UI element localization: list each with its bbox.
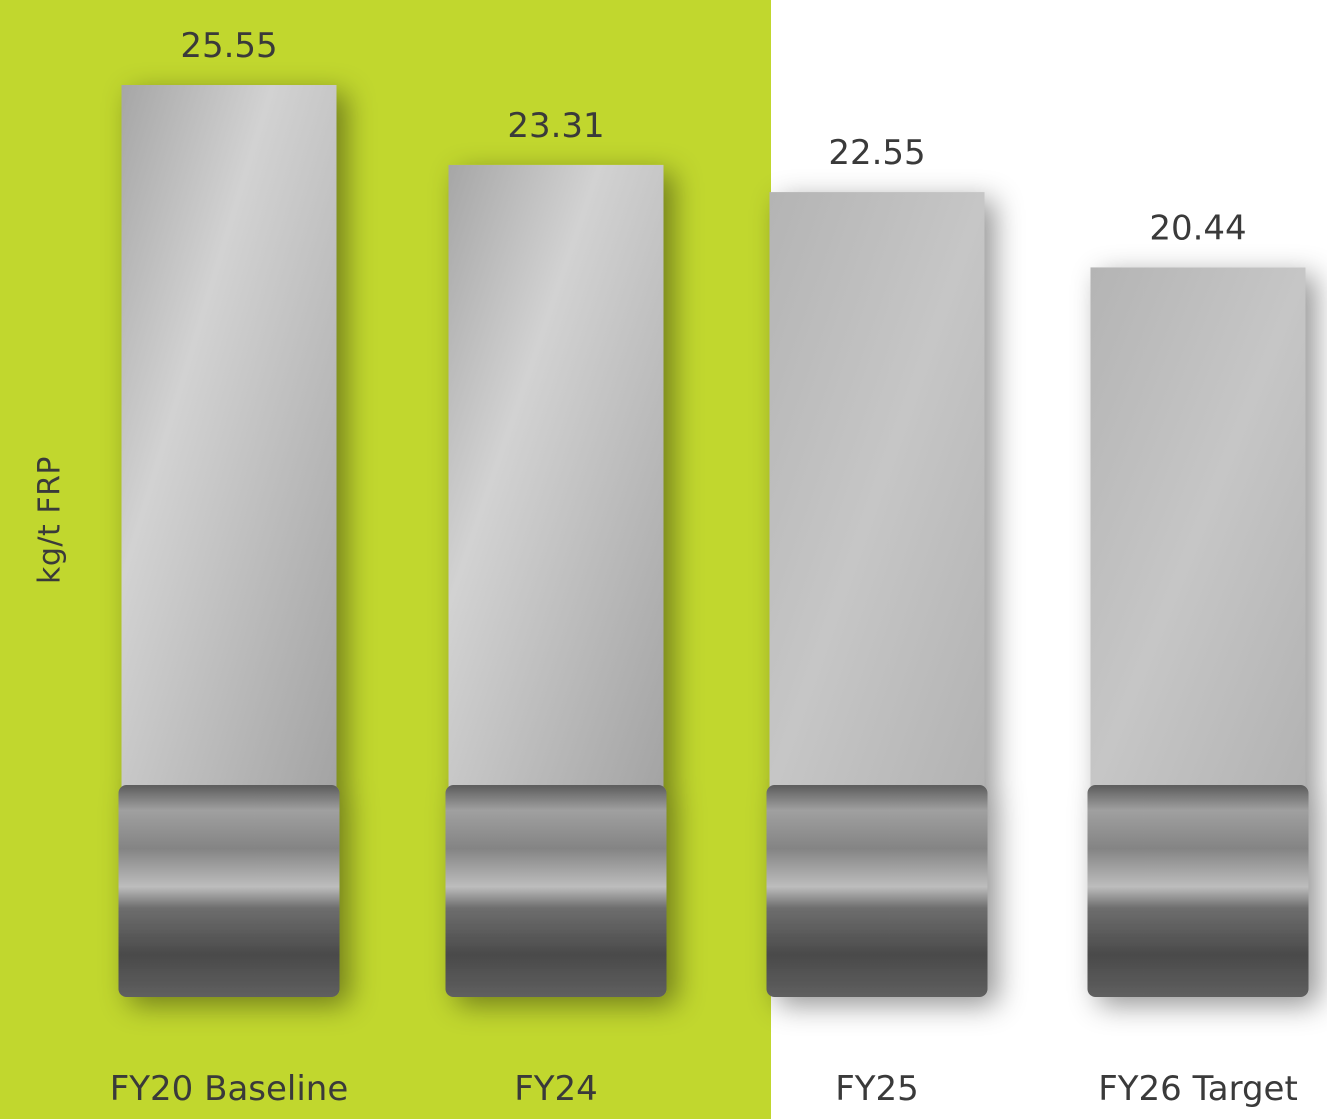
bar-base [766, 785, 988, 997]
bar-face [121, 85, 337, 795]
bar-face [448, 164, 664, 795]
category-label-3: FY25 [835, 1069, 919, 1109]
bar-1 [118, 85, 340, 997]
y-axis-label: kg/t FRP [32, 455, 68, 585]
bar-face [1090, 267, 1306, 795]
bar-base [1087, 785, 1309, 997]
category-label-4: FY26 Target [1098, 1069, 1298, 1109]
value-label-3: 22.55 [828, 133, 925, 173]
bar-3 [766, 192, 988, 997]
value-label-2: 23.31 [507, 106, 604, 146]
value-label-4: 20.44 [1149, 208, 1246, 248]
bar-base [118, 785, 340, 997]
bar-2 [445, 164, 667, 997]
labels-group: 25.55 FY20 Baseline 23.31 FY24 22.55 FY25 20.4… [110, 26, 1298, 1109]
bar-base [445, 785, 667, 997]
category-label-1: FY20 Baseline [110, 1069, 349, 1109]
bars-group [118, 85, 1309, 997]
category-label-2: FY24 [514, 1069, 598, 1109]
bar-face [769, 192, 985, 795]
bar-4 [1087, 267, 1309, 997]
value-label-1: 25.55 [180, 26, 277, 66]
